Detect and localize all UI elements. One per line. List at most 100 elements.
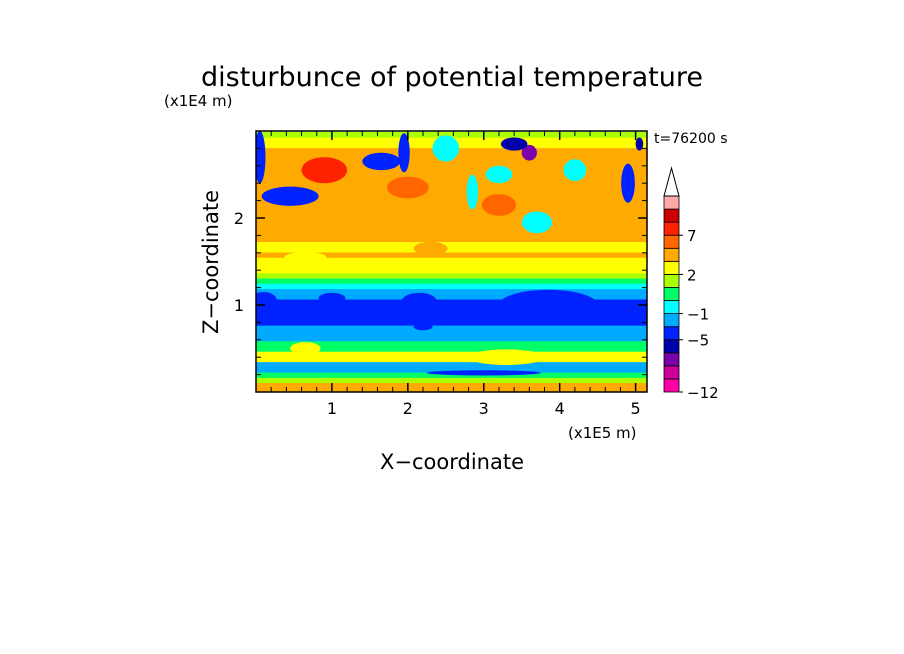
colorbar-swatch xyxy=(663,221,680,236)
heatmap-band xyxy=(256,215,647,222)
colorbar-swatch xyxy=(663,313,680,328)
x-axis: 1 2 3 4 5 xyxy=(270,131,641,418)
x-tick-label: 2 xyxy=(403,399,413,418)
heatmap-cell xyxy=(426,370,541,376)
heatmap-band xyxy=(256,220,647,227)
heatmap-cell xyxy=(561,189,604,212)
colorbar-swatch xyxy=(663,365,680,380)
heatmap-band xyxy=(256,236,647,243)
heatmap-band xyxy=(256,309,647,316)
heatmap-cell xyxy=(563,159,587,182)
colorbar-swatch xyxy=(663,208,680,223)
colorbar-swatch xyxy=(663,339,680,354)
colorbar: −12−5−127 xyxy=(663,166,719,402)
heatmap-band xyxy=(256,298,647,305)
heatmap-band xyxy=(256,351,647,357)
heatmap-band xyxy=(256,335,647,342)
heatmap-field xyxy=(256,131,647,392)
heatmap-cell xyxy=(413,241,448,255)
heatmap-cell xyxy=(290,341,321,356)
colorbar-tick-label: −12 xyxy=(687,384,719,402)
heatmap-band xyxy=(256,173,647,180)
heatmap-band xyxy=(256,131,647,138)
heatmap-band xyxy=(256,319,647,326)
colorbar-tick-label: −5 xyxy=(687,332,709,350)
colorbar-swatch xyxy=(663,234,680,249)
heatmap-cell xyxy=(635,137,644,151)
colorbar-tick-label: 7 xyxy=(687,227,697,245)
colorbar-swatch xyxy=(663,273,680,288)
heatmap-band xyxy=(256,231,647,237)
colorbar-swatch xyxy=(663,260,680,275)
heatmap-band xyxy=(256,304,647,310)
heatmap-cell xyxy=(398,133,410,173)
heatmap-cell xyxy=(256,291,277,310)
heatmap-band xyxy=(256,194,647,201)
heatmap-cell xyxy=(386,176,429,199)
time-label: t=76200 s xyxy=(654,131,728,147)
x-tick-label: 4 xyxy=(555,399,565,418)
heatmap-band xyxy=(256,293,647,300)
heatmap-band xyxy=(256,278,647,284)
colorbar-swatch xyxy=(663,195,680,210)
x-axis-label: X−coordinate xyxy=(380,450,524,474)
heatmap-band xyxy=(256,325,647,331)
heatmap-band xyxy=(256,251,647,258)
heatmap-cell xyxy=(500,137,528,151)
y-unit-label: (x1E4 m) xyxy=(164,92,233,110)
heatmap-band xyxy=(256,225,647,232)
chart-title: disturbunce of potential temperature xyxy=(201,62,703,93)
heatmap-band xyxy=(256,382,647,389)
heatmap-cell xyxy=(256,131,266,184)
colorbar-extend-arrow xyxy=(663,166,680,197)
y-axis: 12 xyxy=(234,147,647,376)
x-tick-label: 1 xyxy=(327,399,337,418)
heatmap-band xyxy=(256,210,647,216)
y-tick-label: 1 xyxy=(234,296,244,315)
heatmap-band xyxy=(256,241,647,248)
heatmap-band xyxy=(256,157,647,164)
colorbar-swatch xyxy=(663,326,680,341)
colorbar-swatch xyxy=(663,287,680,301)
heatmap-band xyxy=(256,330,647,337)
heatmap-band xyxy=(256,246,647,253)
heatmap-cell xyxy=(362,152,401,171)
heatmap-band xyxy=(256,356,647,363)
heatmap-cell xyxy=(485,165,513,184)
heatmap-cell xyxy=(432,135,460,162)
heatmap-cell xyxy=(621,163,635,203)
x-tick-label: 3 xyxy=(479,399,489,418)
heatmap-cell xyxy=(413,323,433,331)
heatmap-cell xyxy=(468,349,545,366)
heatmap-band xyxy=(256,184,647,190)
heatmap-band xyxy=(256,283,647,290)
heatmap-band xyxy=(256,272,647,279)
heatmap-band xyxy=(256,257,647,263)
heatmap-cell xyxy=(481,194,517,216)
x-unit-label: (x1E5 m) xyxy=(568,424,637,442)
heatmap-cell xyxy=(491,300,537,319)
heatmap-band xyxy=(256,361,647,368)
heatmap-cell xyxy=(521,144,537,161)
heatmap-band xyxy=(256,168,647,175)
colorbar-tick-label: −1 xyxy=(687,306,709,324)
colorbar-swatch xyxy=(663,378,680,393)
heatmap-band xyxy=(256,345,647,352)
heatmap-cell xyxy=(466,174,479,210)
heatmap-band xyxy=(256,178,647,185)
heatmap-band xyxy=(256,340,647,347)
heatmap-cell xyxy=(301,157,348,184)
heatmap-band xyxy=(256,288,647,295)
colorbar-tick-label: 2 xyxy=(687,266,697,284)
colorbar-swatch xyxy=(663,247,680,262)
heatmap-band xyxy=(256,267,647,274)
heatmap-cell xyxy=(284,251,327,263)
heatmap-band xyxy=(256,366,647,373)
y-axis-label: Z−coordinate xyxy=(199,190,223,334)
x-tick-label: 5 xyxy=(631,399,641,418)
heatmap-band xyxy=(256,377,647,384)
heatmap-band xyxy=(256,163,647,170)
heatmap-cell xyxy=(402,292,437,309)
heatmap-cell xyxy=(318,292,346,304)
